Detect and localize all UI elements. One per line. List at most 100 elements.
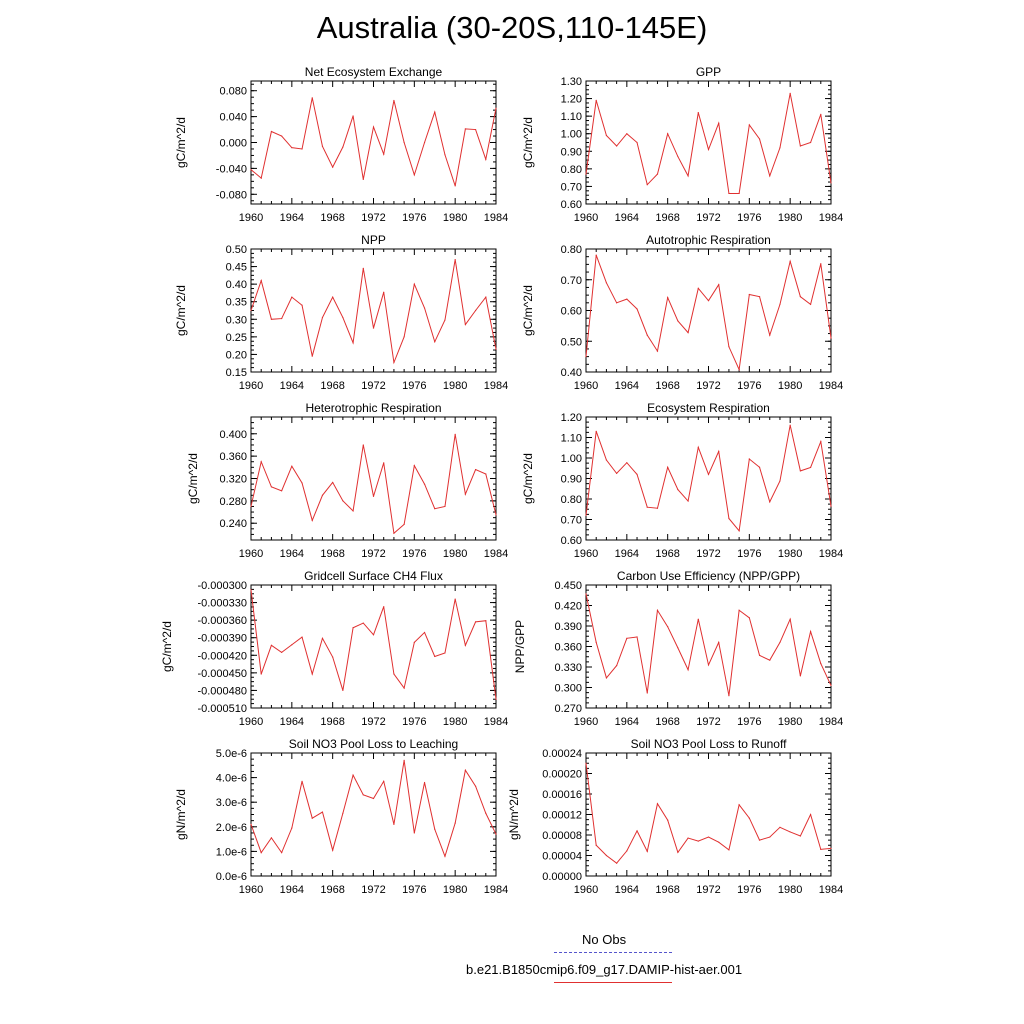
x-tick-label: 1964 (280, 380, 304, 392)
data-point (321, 145, 324, 147)
series-line (250, 97, 497, 187)
panel-title: Net Ecosystem Exchange (305, 65, 443, 79)
y-tick-label: 0.60 (561, 535, 582, 547)
data-point (393, 823, 395, 825)
x-tick-label: 1968 (655, 212, 679, 224)
panel-5: 1960 1964 1968 1972 1976 1980 1984 0.240 0.280 0.… (186, 401, 508, 560)
data-point (485, 158, 487, 160)
x-tick-label: 1984 (819, 884, 843, 896)
data-point (301, 482, 303, 484)
data-point (769, 501, 771, 503)
data-point (748, 817, 750, 819)
y-tick-label: 0.300 (554, 683, 582, 695)
x-tick-label: 1976 (737, 212, 761, 224)
plot-frame (250, 584, 497, 709)
x-tick-label: 1976 (737, 380, 761, 392)
data-point (434, 828, 436, 830)
panel-7: 1960 1964 1968 1972 1976 1980 1984 -0.000510 -0.… (160, 569, 508, 728)
x-tick-label: 1980 (778, 212, 802, 224)
data-point (667, 296, 669, 299)
panel-8: 1960 1964 1968 1972 1976 1980 1984 0.270 0.300 0.… (513, 569, 843, 728)
data-point (250, 589, 252, 591)
data-point (779, 147, 781, 149)
series-line (585, 425, 832, 532)
data-point (789, 618, 791, 620)
data-point (250, 169, 252, 171)
data-point (495, 348, 497, 350)
data-point (321, 637, 324, 639)
data-point (444, 652, 446, 654)
x-tick-label: 1972 (696, 380, 720, 392)
data-point (830, 684, 832, 687)
data-point (595, 641, 597, 644)
y-tick-label: 1.20 (561, 94, 582, 106)
x-tick-label: 1960 (239, 380, 263, 392)
data-point (383, 606, 385, 608)
x-tick-label: 1976 (402, 716, 426, 728)
data-point (595, 99, 597, 101)
y-tick-label: -0.000360 (197, 615, 247, 627)
data-point (352, 774, 354, 776)
y-tick-label: 0.270 (554, 703, 582, 715)
data-point (362, 794, 364, 796)
data-point (474, 785, 477, 787)
series-line (585, 593, 832, 696)
y-tick-label: 1.0e-6 (216, 846, 247, 858)
data-point (809, 813, 812, 816)
data-point (474, 468, 477, 471)
data-point (403, 523, 405, 525)
x-tick-label: 1984 (819, 212, 843, 224)
data-point (667, 626, 669, 628)
data-point (636, 308, 638, 310)
data-point (616, 302, 618, 304)
y-tick-label: 0.00020 (542, 769, 582, 781)
y-tick-label: 2.0e-6 (216, 822, 247, 834)
data-point (332, 166, 334, 168)
data-point (667, 819, 669, 821)
x-tick-label: 1960 (574, 716, 598, 728)
data-point (585, 173, 587, 175)
data-point (270, 130, 273, 133)
data-point (454, 822, 456, 824)
x-tick-label: 1964 (615, 884, 639, 896)
data-point (585, 762, 587, 764)
y-tick-label: 0.330 (554, 662, 582, 674)
y-tick-label: -0.000390 (197, 633, 247, 645)
data-point (434, 655, 436, 658)
data-point (758, 296, 761, 298)
y-tick-label: -0.000300 (197, 580, 247, 592)
data-point (454, 258, 456, 261)
x-tick-label: 1980 (778, 380, 802, 392)
y-tick-label: 0.00004 (542, 851, 582, 863)
data-point (352, 115, 354, 117)
data-point (291, 296, 293, 298)
data-point (595, 844, 597, 846)
data-point (291, 827, 293, 829)
data-point (789, 92, 791, 94)
panel-4: 1960 1964 1968 1972 1976 1980 1984 0.40 0.50 0.60… (521, 233, 843, 392)
data-point (301, 148, 303, 150)
data-point (332, 481, 334, 484)
data-point (636, 141, 638, 144)
x-tick-label: 1980 (443, 212, 467, 224)
data-point (260, 177, 262, 179)
data-point (728, 849, 730, 851)
data-point (311, 355, 313, 357)
data-point (809, 141, 812, 144)
y-tick-label: 4.0e-6 (216, 773, 247, 785)
data-point (677, 320, 679, 322)
data-point (616, 472, 618, 474)
y-tick-label: 0.00012 (542, 810, 582, 822)
x-tick-label: 1964 (615, 548, 639, 560)
plot-frame (250, 416, 497, 541)
y-tick-label: 0.70 (561, 515, 582, 527)
x-tick-label: 1960 (574, 212, 598, 224)
plot-frame (585, 584, 832, 709)
data-point (301, 636, 303, 638)
data-point (728, 517, 730, 520)
data-point (677, 851, 679, 854)
data-point (820, 848, 822, 850)
x-tick-label: 1984 (819, 716, 843, 728)
y-tick-label: 0.280 (219, 496, 247, 508)
data-point (352, 510, 354, 512)
